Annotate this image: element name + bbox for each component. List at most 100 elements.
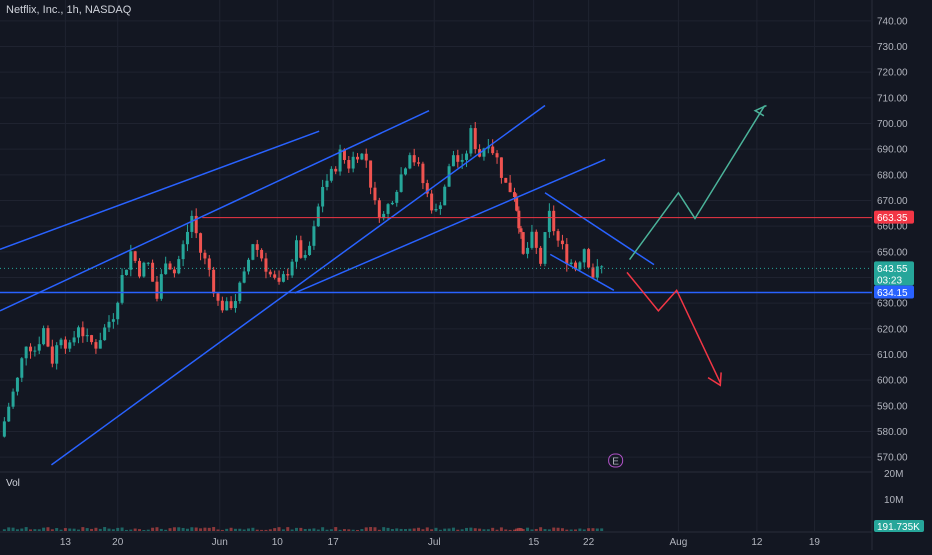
- volume-bar: [364, 527, 368, 531]
- y-tick-label: 690.00: [877, 145, 908, 156]
- x-tick-label: 13: [60, 537, 72, 548]
- x-tick-label: 12: [751, 537, 763, 548]
- candle-body: [185, 231, 189, 245]
- candle-body: [547, 210, 551, 233]
- bullish-scenario-arrow[interactable]: [628, 105, 766, 260]
- volume-bar: [334, 527, 338, 531]
- y-tick-label: 610.00: [877, 350, 908, 361]
- candle-body: [412, 155, 416, 163]
- wedge-lower-line[interactable]: [549, 253, 615, 291]
- volume-bar: [308, 528, 312, 531]
- candle-body: [312, 226, 316, 246]
- wedge-upper-line[interactable]: [544, 192, 655, 266]
- candle-body: [2, 421, 6, 437]
- candle-body: [103, 327, 107, 341]
- trendline-upper-channel[interactable]: [0, 130, 320, 250]
- candle-body: [377, 200, 381, 219]
- volume-bar: [273, 528, 277, 531]
- candle-body: [303, 254, 307, 258]
- candle-body: [316, 206, 320, 227]
- volume-bar: [281, 529, 285, 531]
- volume-bar: [434, 527, 438, 531]
- candle-body: [207, 258, 211, 270]
- volume-bar: [90, 528, 94, 531]
- candle-body: [539, 247, 543, 264]
- candle-body: [465, 153, 469, 160]
- candle-body: [460, 159, 464, 162]
- volume-bar: [199, 528, 203, 531]
- volume-pane-label: Vol: [6, 478, 20, 489]
- last-price-badge-countdown: 03:23: [877, 275, 902, 286]
- volume-bar: [207, 527, 211, 531]
- candle-body: [582, 249, 586, 263]
- candle-body: [42, 328, 46, 345]
- candle-body: [247, 259, 251, 272]
- candle-body: [59, 339, 63, 346]
- candle-body: [90, 335, 94, 343]
- volume-bar: [59, 529, 63, 531]
- volume-bar: [469, 527, 473, 531]
- bullish-arrow-head[interactable]: [753, 104, 767, 117]
- candle-body: [29, 346, 33, 352]
- volume-tick-label: 20M: [884, 469, 903, 480]
- volume-bar: [399, 528, 403, 531]
- earnings-marker[interactable]: [608, 453, 624, 468]
- candle-body: [37, 344, 41, 351]
- candle-body: [294, 240, 298, 262]
- candle-body: [111, 319, 115, 322]
- candle-body: [129, 251, 133, 270]
- volume-bar: [203, 527, 207, 531]
- volume-bar: [356, 529, 360, 531]
- trendline-neckline[interactable]: [294, 158, 606, 294]
- candle-body: [373, 187, 377, 201]
- x-tick-label: 17: [328, 537, 340, 548]
- volume-bar: [582, 529, 586, 531]
- volume-bar: [286, 527, 290, 531]
- candle-body: [417, 162, 421, 164]
- volume-bar: [534, 528, 538, 531]
- volume-bar: [325, 529, 329, 531]
- volume-bar: [55, 528, 59, 531]
- volume-bar: [2, 529, 6, 531]
- y-tick-label: 680.00: [877, 170, 908, 181]
- candle-body: [534, 231, 538, 248]
- volume-bar: [151, 527, 155, 531]
- volume-bar: [24, 527, 28, 531]
- candle-body: [369, 160, 373, 188]
- bearish-arrow-head[interactable]: [707, 372, 722, 387]
- candle-body: [15, 377, 19, 392]
- candle-body: [329, 168, 333, 181]
- trendline-middle-channel[interactable]: [0, 109, 430, 312]
- volume-bar: [552, 527, 556, 531]
- volume-bar: [63, 528, 67, 531]
- trendline-lower-rising[interactable]: [51, 104, 546, 466]
- volume-bar: [33, 529, 37, 531]
- candle-body: [430, 193, 434, 211]
- candle-body: [242, 271, 246, 283]
- volume-bar: [303, 528, 307, 531]
- volume-bar: [111, 529, 115, 531]
- volume-bar: [460, 529, 464, 531]
- volume-bar: [395, 528, 399, 531]
- x-tick-label: 15: [528, 537, 540, 548]
- volume-bar: [530, 529, 534, 531]
- y-tick-label: 700.00: [877, 119, 908, 130]
- volume-bar: [46, 527, 50, 531]
- volume-bar: [569, 529, 573, 531]
- volume-bar: [268, 529, 272, 531]
- volume-bar: [138, 529, 142, 531]
- volume-bar: [159, 528, 163, 531]
- x-tick-label: 10: [272, 537, 284, 548]
- volume-bar: [225, 528, 229, 531]
- volume-tick-label: 10M: [884, 495, 903, 506]
- volume-bar: [37, 529, 41, 531]
- candle-body: [260, 249, 264, 259]
- volume-bar: [574, 529, 578, 531]
- candle-body: [172, 269, 176, 274]
- bearish-scenario-arrow[interactable]: [626, 271, 721, 384]
- candle-body: [364, 153, 368, 161]
- candle-body: [216, 293, 220, 301]
- volume-bar: [447, 528, 451, 531]
